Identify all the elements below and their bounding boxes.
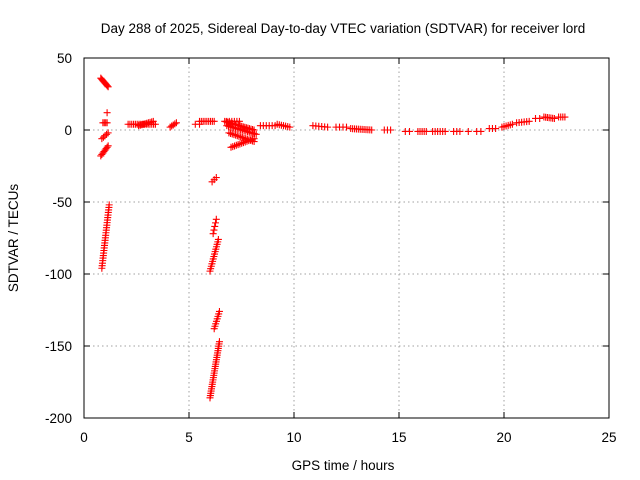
data-point <box>456 127 464 135</box>
data-point <box>232 131 240 139</box>
data-point <box>149 117 157 125</box>
data-point <box>172 119 180 127</box>
data-point <box>103 130 111 138</box>
data-point <box>245 137 253 145</box>
chart-title: Day 288 of 2025, Sidereal Day-to-day VTE… <box>101 21 585 36</box>
data-point <box>103 143 111 151</box>
x-tick-label: 15 <box>391 430 406 445</box>
data-point <box>241 138 249 146</box>
data-point <box>211 222 219 230</box>
data-point <box>104 129 112 137</box>
x-tick-label: 20 <box>496 430 511 445</box>
y-tick-label: -150 <box>45 339 72 354</box>
data-point <box>234 141 242 149</box>
data-point <box>422 127 430 135</box>
data-point <box>103 82 111 90</box>
data-point <box>240 134 248 142</box>
y-tick-label: -50 <box>52 195 72 210</box>
grid <box>84 58 609 418</box>
y-tick-label: -200 <box>45 411 72 426</box>
x-tick-label: 25 <box>601 430 616 445</box>
data-point <box>464 127 472 135</box>
plot-frame <box>83 57 610 419</box>
data-point <box>550 114 558 122</box>
data-point <box>212 174 220 182</box>
data-point <box>368 126 376 134</box>
data-points <box>97 74 569 402</box>
data-point <box>232 141 240 149</box>
data-point <box>387 126 395 134</box>
data-point <box>252 130 260 138</box>
data-point <box>209 230 217 238</box>
data-point <box>225 129 233 137</box>
data-point <box>231 142 239 150</box>
data-point <box>228 130 236 138</box>
data-point <box>215 307 223 315</box>
y-tick-label: 50 <box>57 51 72 66</box>
data-point <box>536 114 544 122</box>
data-point <box>215 338 223 346</box>
data-point <box>508 120 516 128</box>
data-point <box>230 131 238 139</box>
data-point <box>238 139 246 147</box>
data-point <box>525 117 533 125</box>
data-point <box>210 226 218 234</box>
data-point <box>227 143 235 151</box>
data-point <box>235 132 243 140</box>
data-point <box>250 135 258 143</box>
data-point <box>229 143 237 151</box>
y-tick-label: -100 <box>45 267 72 282</box>
data-point <box>441 127 449 135</box>
data-point <box>233 132 241 140</box>
data-point <box>227 129 235 137</box>
y-axis-label: SDTVAR / TECUs <box>6 184 21 293</box>
data-point <box>104 142 112 150</box>
data-point <box>105 201 113 209</box>
data-point <box>324 123 332 131</box>
x-tick-label: 0 <box>80 430 88 445</box>
data-point <box>561 113 569 121</box>
data-point <box>243 137 251 145</box>
axis-ticks: 0 5 10 15 20 25 50 0 -50 -100 -150 -200 <box>45 51 617 445</box>
data-point <box>286 123 294 131</box>
data-point <box>406 127 413 135</box>
x-tick-label: 5 <box>185 430 193 445</box>
data-point <box>238 133 246 141</box>
data-point <box>104 83 112 91</box>
data-point <box>477 127 485 135</box>
data-point <box>236 140 244 148</box>
data-point <box>214 235 222 243</box>
data-point <box>212 215 220 223</box>
data-point <box>212 219 220 227</box>
x-axis-label: GPS time / hours <box>292 458 395 473</box>
data-point <box>343 123 350 131</box>
data-point <box>103 109 111 117</box>
data-point <box>239 139 247 147</box>
x-tick-label: 10 <box>286 430 301 445</box>
data-point <box>492 125 500 133</box>
data-point <box>247 136 255 144</box>
data-point <box>248 135 256 143</box>
data-point <box>235 117 243 125</box>
y-tick-label: 0 <box>64 123 72 138</box>
data-point <box>210 117 218 125</box>
data-point <box>103 119 111 127</box>
data-point <box>171 120 179 128</box>
data-point <box>237 133 245 141</box>
